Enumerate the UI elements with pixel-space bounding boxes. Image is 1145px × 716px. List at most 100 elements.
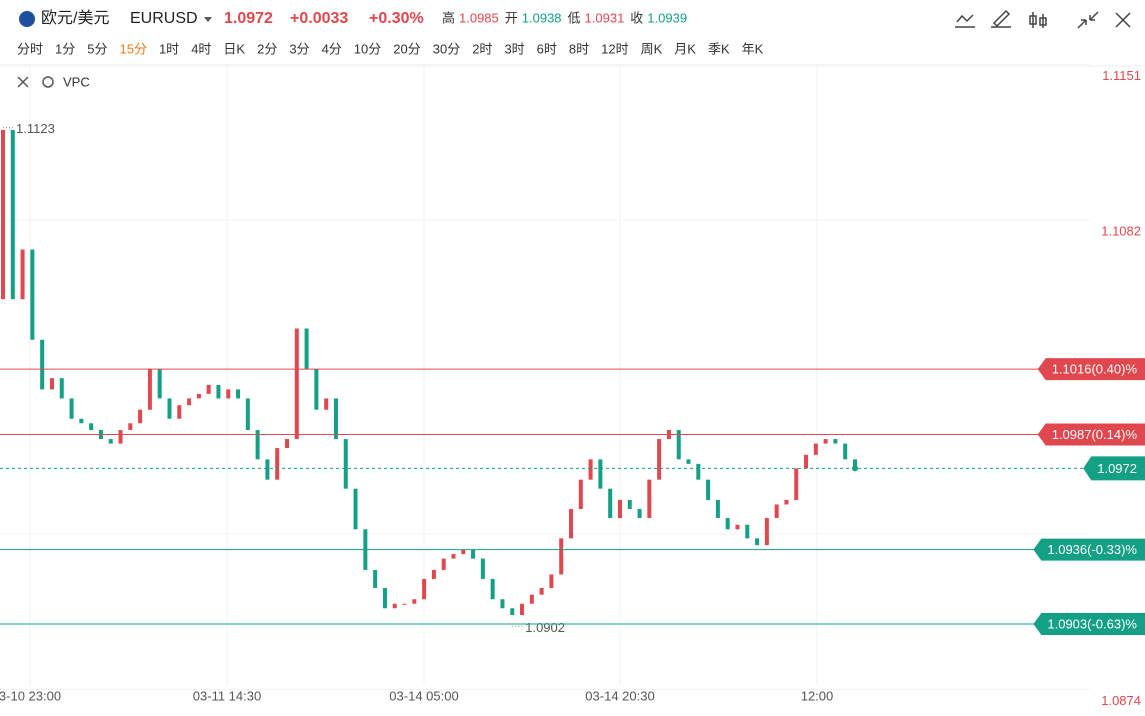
candle-body (471, 549, 476, 559)
candle-body (108, 439, 113, 444)
timeframe-tab[interactable]: 季K (708, 41, 730, 56)
candle-body (10, 129, 15, 300)
candle-body (245, 398, 250, 431)
timeframe-tab[interactable]: 1分 (55, 41, 75, 56)
dropdown-arrow[interactable] (204, 17, 212, 22)
timeframe-tab[interactable]: 30分 (433, 41, 460, 56)
stat-label: 低 (568, 10, 581, 25)
timeframe-tab[interactable]: 5分 (87, 41, 107, 56)
candle-body (422, 578, 427, 600)
candle-body (853, 459, 857, 469)
candle-body (275, 448, 280, 480)
candle-body (304, 328, 309, 370)
candle-body (451, 554, 456, 559)
candle-body (480, 558, 485, 579)
timeframe-tab[interactable]: 20分 (393, 41, 420, 56)
price-tag: 1.1016(0.40)% (1037, 358, 1145, 381)
timeframe-tab[interactable]: 3分 (289, 41, 309, 56)
tool-collapse[interactable] (1077, 11, 1099, 29)
candle-body (520, 603, 525, 616)
candle-body (49, 378, 54, 390)
price: 1.0972 (224, 10, 273, 27)
timeframe-tab[interactable]: 1时 (159, 41, 179, 56)
candle-body (402, 603, 407, 605)
timeframe-tab[interactable]: 月K (674, 41, 696, 56)
symbol-name[interactable]: 欧元/美元 (41, 9, 109, 27)
candle-body (412, 599, 417, 604)
candle-body (69, 398, 74, 419)
candle-body (627, 499, 632, 509)
candle-body (823, 439, 828, 444)
price-tag-label: 1.0972 (1097, 461, 1137, 476)
candle-body (1, 129, 5, 300)
timeframe-tab[interactable]: 10分 (354, 41, 381, 56)
price-tag-bg (1033, 613, 1145, 636)
candle-body (617, 499, 622, 519)
y-tick-label: 1.1082 (1101, 224, 1141, 239)
stats: 高 1.0985 开 1.0938 低 1.0931 收 1.0939 (442, 10, 687, 25)
candle-body (59, 378, 64, 399)
timeframe-tab[interactable]: 4时 (191, 41, 211, 56)
timeframe-tab[interactable]: 周K (641, 41, 663, 56)
symbol-icon (19, 11, 35, 27)
candle-body (764, 518, 769, 546)
candle-body (608, 488, 613, 519)
timeframe-tab[interactable]: 年K (742, 41, 764, 56)
candle-body (578, 479, 583, 509)
timeframe-tab[interactable]: 分时 (17, 41, 43, 56)
candle-body (735, 524, 740, 530)
annotation-label: 1.0902 (525, 620, 565, 635)
candle-body (206, 384, 211, 394)
candle-body (79, 418, 84, 424)
timeframe-tab[interactable]: 2分 (257, 41, 277, 56)
annotation-label: 1.1123 (16, 121, 55, 136)
candle-body (461, 549, 466, 555)
stat-label: 高 (442, 10, 455, 25)
tool-draw[interactable] (991, 9, 1011, 28)
timeframe-tab[interactable]: 8时 (569, 41, 589, 56)
toolbar (955, 9, 1131, 29)
candle-body (167, 398, 172, 419)
symbol-code[interactable]: EURUSD (130, 10, 198, 27)
timeframe-tab[interactable]: 3时 (504, 41, 524, 56)
candle-body (196, 393, 201, 399)
candle-body (549, 574, 554, 588)
tool-close[interactable] (1115, 12, 1131, 28)
candle-body (118, 430, 123, 444)
timeframe-tab[interactable]: 2时 (472, 41, 492, 56)
candle-body (392, 603, 397, 609)
tool-line[interactable] (955, 14, 975, 28)
y-tick-label: 1.1151 (1102, 68, 1141, 83)
timeframe-tab[interactable]: 12时 (601, 41, 628, 56)
candle-body (676, 430, 681, 460)
stat-label: 收 (630, 10, 643, 25)
candle-body (343, 439, 348, 489)
change: +0.0033 (290, 10, 348, 27)
x-tick-label: 03-14 05:00 (389, 688, 458, 703)
timeframe-tab[interactable]: 6时 (537, 41, 557, 56)
candle-body (373, 569, 378, 588)
tool-candle[interactable] (1029, 12, 1047, 28)
candle-body (216, 384, 221, 399)
candle-body (813, 443, 818, 455)
candle-body (382, 587, 387, 609)
candle-body (294, 328, 299, 440)
percent: +0.30% (369, 10, 424, 27)
plot: 3-10 23:00 03-11 14:30 03-14 05:00 03-14 20… (0, 64, 1145, 708)
candle-body (236, 389, 241, 399)
candle-body (588, 459, 593, 480)
indicator-settings[interactable] (42, 76, 54, 88)
timeframe-tab[interactable]: 15分 (119, 41, 146, 56)
indicator-close[interactable] (17, 76, 29, 88)
candle-body (441, 558, 446, 570)
candle-body (529, 594, 534, 604)
candle-body (500, 599, 505, 609)
x-tick-label: 3-10 23:00 (0, 688, 61, 703)
price-tag-bg (1033, 538, 1145, 561)
candle-body (40, 339, 45, 390)
candle-body (755, 538, 760, 546)
price-tag: 1.0903(-0.63)% (1033, 613, 1145, 636)
timeframe-tab[interactable]: 4分 (322, 41, 342, 56)
timeframe-tab[interactable]: 日K (223, 41, 245, 56)
